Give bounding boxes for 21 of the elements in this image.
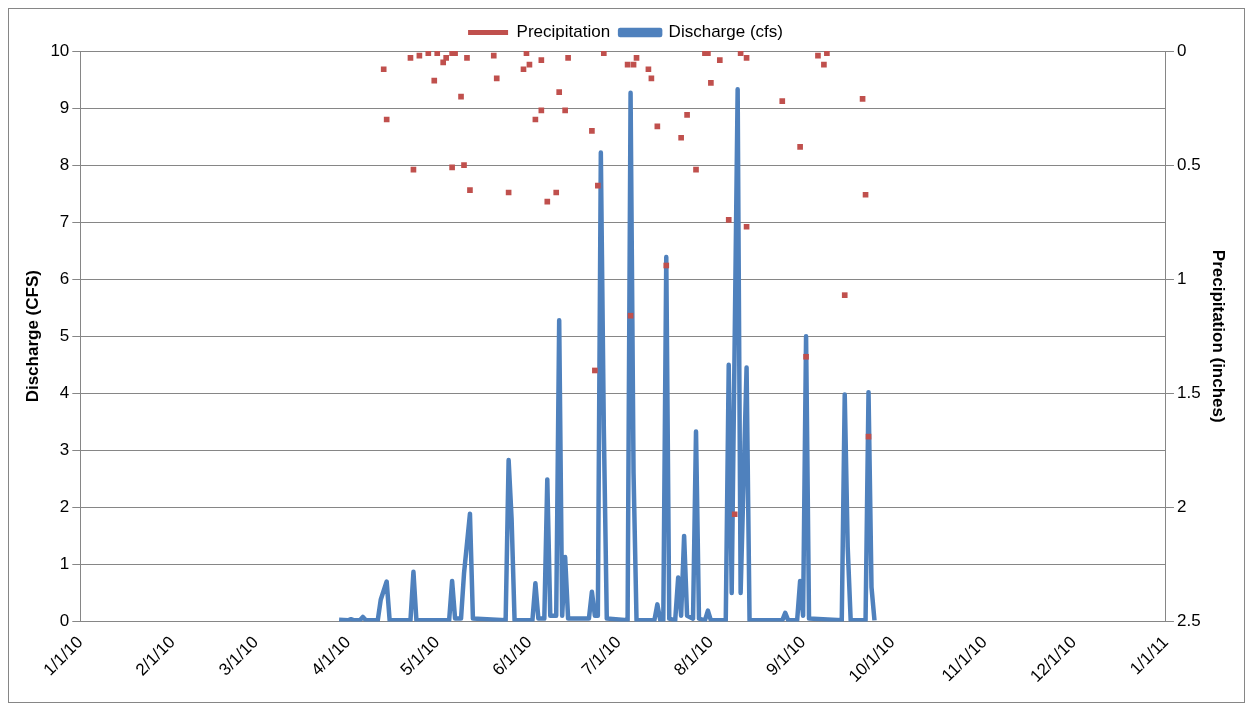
y-tick-label: 7 bbox=[59, 211, 70, 231]
y-tick-label: 8 bbox=[59, 154, 70, 174]
y2-tick-label: 0.5 bbox=[1176, 154, 1201, 174]
y2-tick-label: 2.5 bbox=[1176, 611, 1201, 631]
y-tick-label: 0 bbox=[59, 611, 70, 631]
y2-axis-title: Precipitation (inches) bbox=[1209, 249, 1229, 423]
y-tick-label: 5 bbox=[59, 325, 70, 345]
y-tick-label: 2 bbox=[59, 497, 70, 517]
legend-label: Precipitation bbox=[516, 22, 611, 42]
y-tick-label: 9 bbox=[59, 97, 70, 117]
y-axis-title: Discharge (CFS) bbox=[22, 270, 42, 403]
y-tick-label: 1 bbox=[59, 554, 70, 574]
y-tick-label: 3 bbox=[59, 440, 70, 460]
y-tick-label: 10 bbox=[50, 40, 70, 60]
y2-tick-label: 1 bbox=[1176, 268, 1187, 288]
y2-tick-label: 2 bbox=[1176, 497, 1187, 517]
legend-label: Discharge (cfs) bbox=[668, 22, 783, 42]
y2-tick-label: 0 bbox=[1176, 40, 1187, 60]
y-tick-label: 4 bbox=[59, 382, 70, 402]
y2-tick-label: 1.5 bbox=[1176, 382, 1201, 402]
y-tick-label: 6 bbox=[59, 268, 70, 288]
